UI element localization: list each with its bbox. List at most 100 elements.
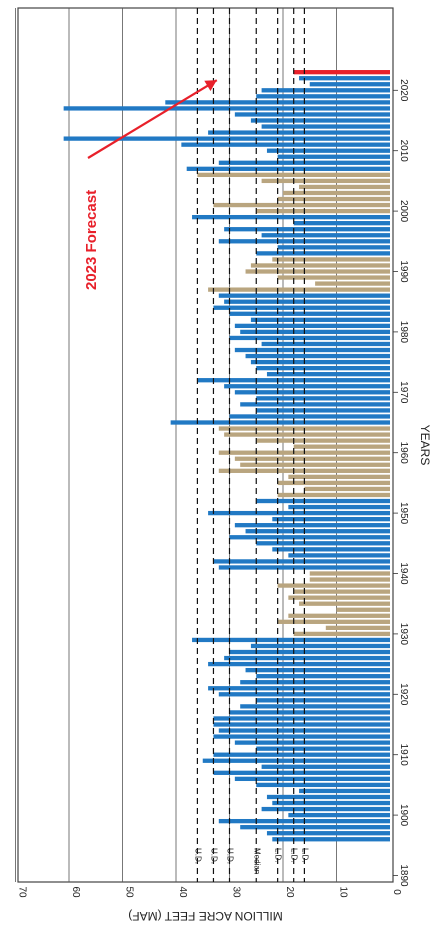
data-bar bbox=[213, 559, 390, 564]
data-bar bbox=[224, 227, 390, 232]
x-tick-label: 1990 bbox=[398, 260, 409, 283]
x-tick-label: 2010 bbox=[398, 140, 409, 163]
data-bar bbox=[277, 154, 390, 159]
x-tick-label: 1950 bbox=[398, 502, 409, 525]
data-bar bbox=[240, 704, 390, 709]
data-bar bbox=[213, 722, 390, 727]
data-bar bbox=[218, 692, 390, 697]
data-bar bbox=[208, 130, 390, 135]
data-bar bbox=[229, 311, 390, 316]
data-bar bbox=[240, 680, 390, 685]
data-bar bbox=[277, 619, 390, 624]
data-bar bbox=[261, 764, 390, 769]
data-bar bbox=[272, 516, 390, 522]
reference-line-label: L.D. bbox=[290, 848, 299, 863]
data-bar bbox=[293, 221, 390, 226]
data-bar bbox=[288, 613, 390, 618]
data-bar bbox=[208, 686, 390, 691]
data-bar bbox=[234, 523, 390, 528]
data-bar bbox=[186, 166, 390, 171]
data-bar bbox=[299, 601, 390, 606]
y-tick-label: 30 bbox=[231, 886, 242, 898]
data-bar bbox=[293, 444, 390, 449]
reference-lines: U.D. U.D. U.D. Median L.D. L.D. L.D. bbox=[193, 8, 309, 882]
data-bar bbox=[250, 263, 390, 268]
data-bar bbox=[315, 281, 390, 286]
data-bar bbox=[309, 571, 390, 576]
x-tick-label: 1930 bbox=[398, 623, 409, 646]
y-tick-label: 20 bbox=[284, 886, 295, 898]
data-bar bbox=[277, 492, 390, 498]
data-bar bbox=[224, 432, 390, 437]
data-bar bbox=[277, 480, 390, 486]
data-bar bbox=[261, 178, 390, 184]
x-tick-label: 1970 bbox=[398, 381, 409, 404]
forecast-arrowhead bbox=[204, 80, 217, 92]
y-axis-label: MILLION ACRE FEET (MAF) bbox=[128, 909, 282, 923]
reference-line-label: U.D. bbox=[226, 848, 235, 864]
data-bar bbox=[245, 667, 390, 673]
data-bar bbox=[256, 438, 390, 443]
data-bar bbox=[229, 649, 390, 655]
data-bar bbox=[197, 172, 390, 178]
data-bar bbox=[288, 504, 390, 510]
data-bar bbox=[240, 402, 390, 407]
data-bar bbox=[213, 752, 390, 757]
reference-line-label: L.D. bbox=[274, 848, 283, 863]
data-bar bbox=[250, 359, 390, 365]
data-bar bbox=[192, 214, 390, 220]
data-bar bbox=[229, 335, 390, 341]
data-bar bbox=[277, 583, 390, 588]
forecast-arrow bbox=[87, 79, 218, 159]
data-bar bbox=[266, 831, 390, 836]
data-bar bbox=[261, 233, 390, 238]
data-bar bbox=[250, 643, 390, 649]
data-bar bbox=[277, 245, 390, 250]
data-bar bbox=[261, 124, 390, 129]
x-tick-label: 1960 bbox=[398, 442, 409, 465]
data-bar bbox=[277, 275, 390, 280]
data-bar bbox=[266, 148, 390, 153]
data-bar bbox=[272, 257, 390, 262]
data-bar bbox=[234, 347, 390, 353]
data-bar bbox=[250, 118, 390, 123]
data-bar bbox=[229, 710, 390, 715]
data-bar bbox=[229, 535, 390, 540]
data-bar bbox=[245, 353, 390, 359]
x-tick-label: 1920 bbox=[398, 683, 409, 706]
data-bar bbox=[309, 577, 390, 582]
data-bar bbox=[234, 390, 390, 395]
y-tick-label: 70 bbox=[17, 886, 28, 898]
data-bar bbox=[293, 631, 390, 637]
x-tick-label: 2000 bbox=[398, 200, 409, 223]
forecast-bar bbox=[293, 70, 390, 75]
data-bar bbox=[245, 269, 390, 274]
data-bar bbox=[218, 565, 390, 570]
data-bar bbox=[256, 698, 390, 703]
data-bar bbox=[299, 788, 390, 794]
data-bar bbox=[213, 202, 390, 208]
x-tick-label: 1910 bbox=[398, 744, 409, 767]
data-bar bbox=[288, 595, 390, 600]
data-bar bbox=[266, 372, 390, 377]
data-bar bbox=[256, 396, 390, 401]
data-bar bbox=[288, 553, 390, 558]
data-bar bbox=[293, 589, 390, 594]
data-bar bbox=[283, 190, 390, 196]
data-bar bbox=[256, 94, 390, 99]
forecast-label: 2023 Forecast bbox=[83, 190, 100, 290]
data-bar bbox=[256, 208, 390, 214]
data-bar bbox=[256, 365, 390, 371]
data-bar bbox=[208, 510, 390, 516]
data-bar bbox=[208, 287, 390, 292]
data-bar bbox=[256, 498, 390, 504]
data-bar bbox=[224, 655, 390, 661]
y-tick-label: 10 bbox=[338, 886, 349, 898]
data-bar bbox=[272, 800, 390, 806]
y-tick-label: 50 bbox=[124, 886, 135, 898]
y-tick-label: 0 bbox=[391, 889, 402, 895]
reference-line-label: L.D. bbox=[300, 848, 309, 863]
data-bar bbox=[256, 408, 390, 413]
data-bar bbox=[277, 196, 390, 202]
data-bar bbox=[218, 293, 390, 298]
